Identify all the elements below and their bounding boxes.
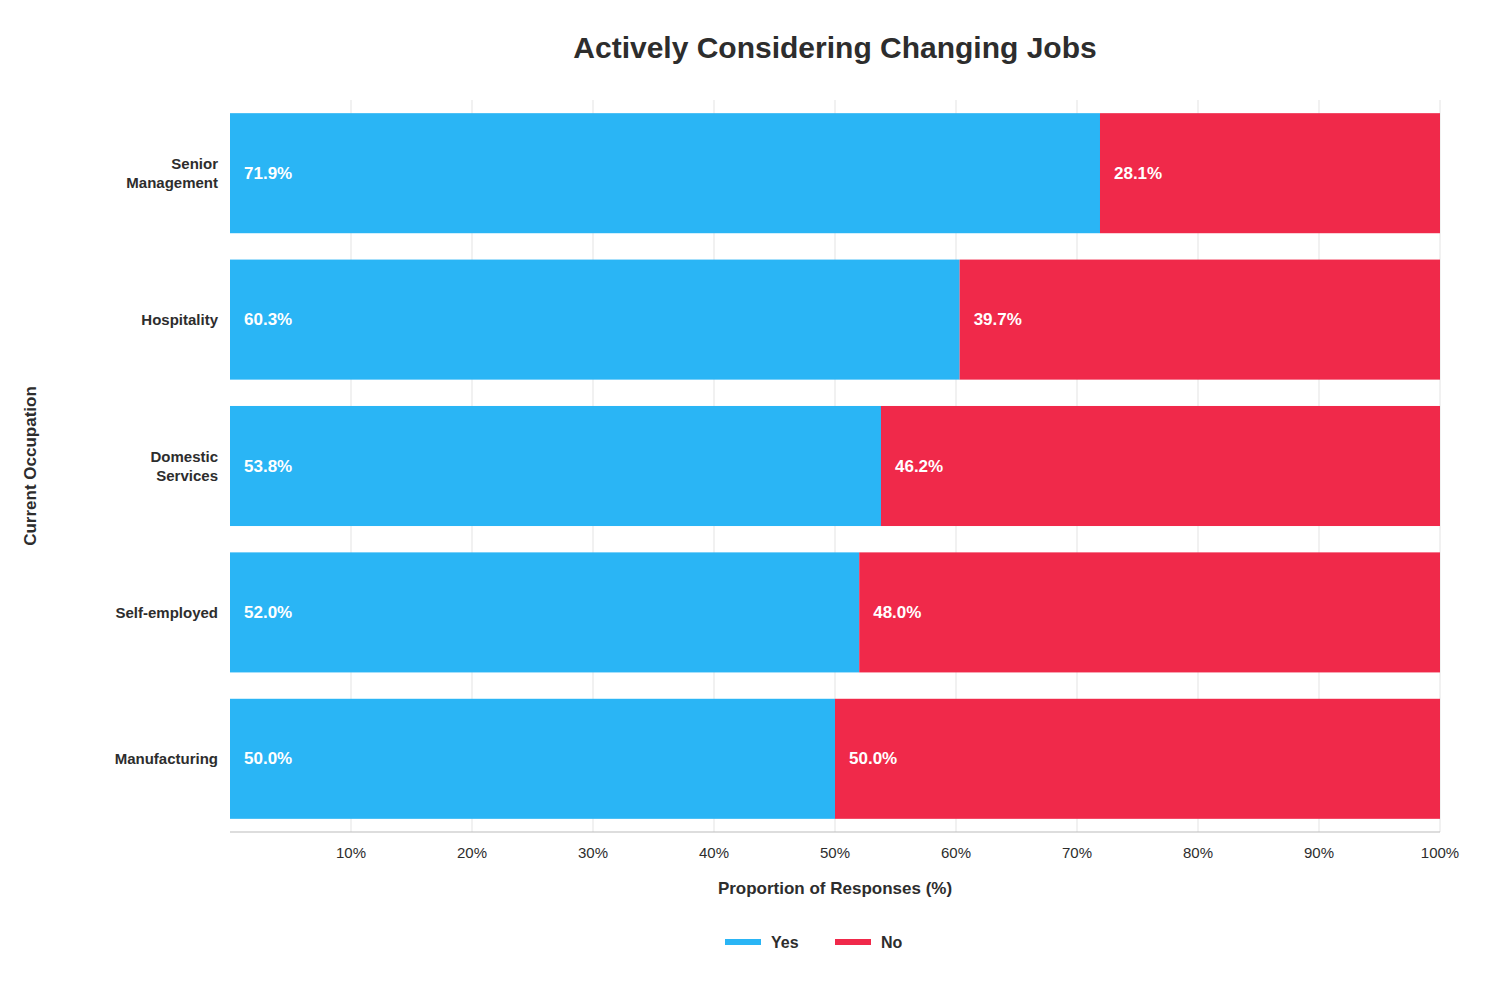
y-tick-label: Hospitality xyxy=(141,311,218,328)
x-tick-label: 100% xyxy=(1421,844,1459,861)
x-tick-label: 20% xyxy=(457,844,487,861)
title: Actively Considering Changing Jobs xyxy=(573,31,1096,64)
x-tick-label: 40% xyxy=(699,844,729,861)
y-tick-label: SeniorManagement xyxy=(126,155,218,191)
y-tick-label: Manufacturing xyxy=(115,750,218,767)
data-label: 71.9% xyxy=(244,164,292,183)
x-tick-label: 70% xyxy=(1062,844,1092,861)
x-tick-label: 50% xyxy=(820,844,850,861)
bar-segment xyxy=(960,260,1440,380)
chart-svg: Actively Considering Changing Jobs 71.9% 2… xyxy=(0,0,1500,1002)
bar-segment xyxy=(230,699,835,819)
x-axis-label: Proportion of Responses (%) xyxy=(718,879,952,898)
bar-segment xyxy=(859,552,1440,672)
x-ticks: 10% 20% 30% 40% 50% 60% 70% 80% 90% 100% xyxy=(336,844,1459,861)
data-label: 50.0% xyxy=(244,749,292,768)
data-label: 39.7% xyxy=(974,310,1022,329)
data-label: 53.8% xyxy=(244,457,292,476)
data-label: 52.0% xyxy=(244,603,292,622)
bars xyxy=(230,113,1440,819)
x-axis-line xyxy=(230,832,1440,833)
y-ticks: SeniorManagement Hospitality DomesticServi… xyxy=(115,155,219,767)
legend-swatch xyxy=(835,939,871,945)
y-tick-label: DomesticServices xyxy=(150,448,218,484)
bar-segment xyxy=(230,406,881,526)
data-label: 46.2% xyxy=(895,457,943,476)
bar-segment xyxy=(881,406,1440,526)
data-label: 60.3% xyxy=(244,310,292,329)
x-tick-label: 10% xyxy=(336,844,366,861)
x-tick-label: 60% xyxy=(941,844,971,861)
x-tick-label: 80% xyxy=(1183,844,1213,861)
x-tick-label: 30% xyxy=(578,844,608,861)
data-label: 50.0% xyxy=(849,749,897,768)
legend: Yes No xyxy=(725,934,903,951)
legend-label: No xyxy=(881,934,903,951)
data-labels: 71.9% 28.1% 60.3% 39.7% 53.8% 46.2% 52.0% 48.0%… xyxy=(244,164,1162,769)
bar-segment xyxy=(230,260,960,380)
chart-container: Actively Considering Changing Jobs 71.9% 2… xyxy=(0,0,1500,1002)
legend-swatch xyxy=(725,939,761,945)
bar-segment xyxy=(835,699,1440,819)
bar-segment xyxy=(230,552,859,672)
bar-segment xyxy=(230,113,1100,233)
y-axis-label: Current Occupation xyxy=(21,386,40,546)
data-label: 48.0% xyxy=(873,603,921,622)
x-tick-label: 90% xyxy=(1304,844,1334,861)
legend-label: Yes xyxy=(771,934,799,951)
data-label: 28.1% xyxy=(1114,164,1162,183)
y-tick-label: Self-employed xyxy=(115,604,218,621)
bar-segment xyxy=(1100,113,1440,233)
